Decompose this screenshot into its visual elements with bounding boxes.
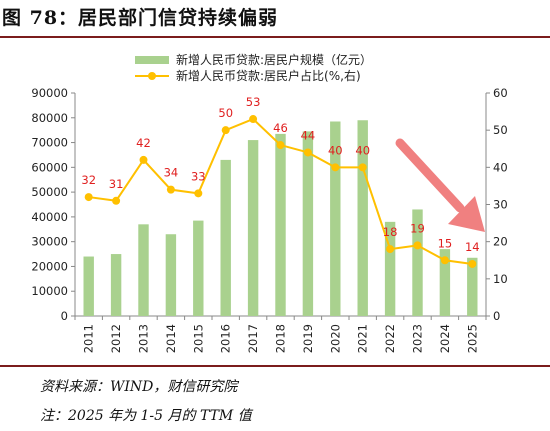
data-label: 53 [246, 95, 261, 109]
y-left-tick-label: 60000 [31, 160, 68, 174]
line-series [84, 115, 477, 268]
data-label: 40 [355, 143, 370, 157]
figure-title: 图 78：居民部门信贷持续偏弱 [2, 7, 279, 29]
line-point [440, 256, 449, 265]
legend-swatch-bar [135, 56, 169, 64]
y-left-tick-label: 30000 [31, 235, 68, 249]
y-left-tick-label: 0 [61, 309, 68, 323]
trend-arrow [395, 138, 485, 232]
y-left-tick-label: 10000 [31, 284, 68, 298]
x-tick-label: 2012 [109, 324, 123, 353]
y-right-tick-label: 40 [493, 160, 508, 174]
arrow-head [448, 196, 485, 232]
y-right-tick-label: 20 [493, 235, 508, 249]
bar [275, 133, 286, 316]
bar [302, 131, 314, 316]
y-left-tick-label: 70000 [31, 136, 68, 150]
title-rule [0, 36, 550, 38]
legend-swatch-marker [148, 72, 156, 80]
arrow-shaft [395, 138, 465, 213]
y-left-tick-label: 80000 [31, 111, 68, 125]
x-tick-label: 2015 [191, 324, 205, 353]
bar [467, 257, 478, 316]
bar [83, 256, 94, 316]
y-right-tick-label: 0 [493, 309, 500, 323]
data-label: 19 [410, 221, 425, 235]
line-point [112, 196, 121, 205]
bar [384, 221, 396, 316]
data-label: 40 [328, 143, 343, 157]
source-note: 资料来源：WIND，财信研究院 [40, 379, 238, 395]
bar [138, 224, 149, 316]
y-right-tick-label: 60 [493, 86, 508, 100]
bars [83, 120, 478, 316]
axes: 0 10000 20000 30000 40000 50000 60000 70000 8000… [31, 86, 507, 353]
data-label: 15 [438, 236, 453, 250]
y-left-tick-label: 50000 [31, 185, 68, 199]
data-label: 50 [218, 106, 233, 120]
line-point [358, 163, 367, 172]
data-labels: 32 31 42 34 33 50 53 46 44 40 40 18 19 15 14 [81, 95, 479, 254]
line-point [84, 193, 93, 202]
data-label: 18 [383, 225, 398, 239]
line-point [194, 189, 203, 198]
line-point [276, 141, 285, 150]
bottom-rule [0, 365, 550, 367]
data-label: 33 [191, 169, 206, 183]
legend-label-bar: 新增人民币贷款:居民户规模（亿元） [176, 52, 372, 67]
bar [110, 254, 122, 316]
line-point [331, 163, 340, 172]
data-label: 44 [301, 128, 316, 142]
bar [357, 120, 368, 316]
data-label: 34 [164, 166, 179, 180]
line-point [386, 245, 395, 254]
line-point [413, 241, 422, 250]
x-tick-label: 2021 [356, 324, 370, 353]
line-point [221, 126, 230, 135]
x-tick-label: 2024 [438, 324, 452, 353]
y-left-tick-label: 90000 [31, 86, 68, 100]
line-point [139, 155, 148, 164]
bar [330, 121, 341, 316]
data-label: 14 [465, 240, 480, 254]
bar [220, 159, 231, 316]
x-tick-label: 2022 [383, 324, 397, 353]
y-right-tick-label: 10 [493, 272, 508, 286]
x-tick-label: 2025 [465, 324, 479, 353]
x-tick-label: 2018 [274, 324, 288, 353]
legend-label-line: 新增人民币贷款:居民户占比(%,右) [176, 68, 361, 83]
x-tick-label: 2016 [219, 324, 233, 353]
bar [193, 220, 204, 316]
bar [412, 209, 423, 316]
data-label: 42 [136, 136, 151, 150]
y-right-tick-label: 30 [493, 198, 508, 212]
x-tick-label: 2013 [137, 324, 151, 353]
line-point [468, 259, 477, 268]
line-point [166, 185, 175, 194]
x-tick-label: 2023 [411, 324, 425, 353]
x-tick-label: 2011 [82, 324, 96, 353]
legend: 新增人民币贷款:居民户规模（亿元） 新增人民币贷款:居民户占比(%,右) [135, 52, 372, 83]
x-tick-label: 2019 [301, 324, 315, 353]
y-left-tick-label: 40000 [31, 210, 68, 224]
x-tick-label: 2020 [328, 324, 342, 353]
chart: 新增人民币贷款:居民户规模（亿元） 新增人民币贷款:居民户占比(%,右) 0 10… [31, 52, 507, 353]
data-label: 32 [81, 173, 96, 187]
line-point [249, 115, 258, 124]
bar [247, 140, 259, 316]
y-left-tick-label: 20000 [31, 259, 68, 273]
line-point [303, 148, 312, 157]
data-label: 46 [273, 121, 288, 135]
bar [165, 234, 177, 316]
y-right-tick-label: 50 [493, 123, 508, 137]
x-tick-label: 2017 [246, 324, 260, 353]
remark-note: 注：2025 年为 1-5 月的 TTM 值 [40, 408, 252, 424]
x-tick-label: 2014 [164, 324, 178, 353]
data-label: 31 [109, 177, 124, 191]
bar [439, 249, 451, 316]
